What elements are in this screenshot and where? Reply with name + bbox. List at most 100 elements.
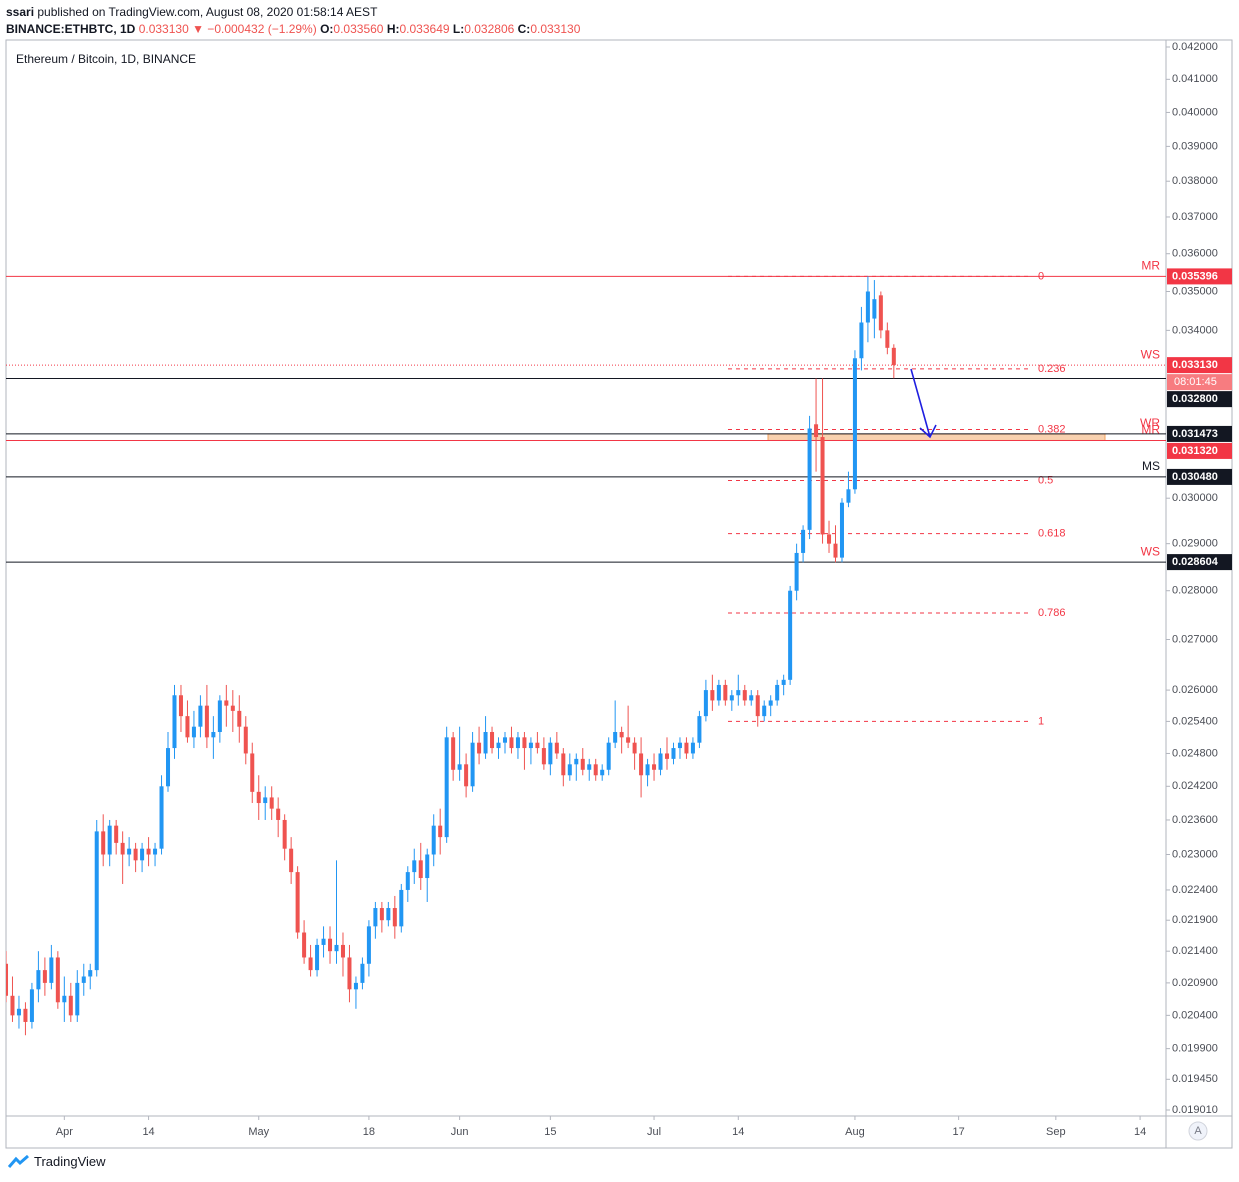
candle-body xyxy=(587,764,592,770)
y-tick-label: 0.020900 xyxy=(1172,977,1218,989)
fib-label: 0.382 xyxy=(1038,423,1066,435)
publish-line: ssari published on TradingView.com, Augu… xyxy=(6,5,377,19)
candle-body xyxy=(321,938,326,945)
autoscale-label[interactable]: A xyxy=(1194,1125,1202,1137)
candle-body xyxy=(237,710,242,727)
candle-body xyxy=(716,684,721,701)
candle-body xyxy=(464,764,469,787)
y-tick-label: 0.042000 xyxy=(1172,41,1218,53)
price-label-box xyxy=(1167,442,1232,459)
y-tick-label: 0.021400 xyxy=(1172,945,1218,957)
y-tick-label: 0.024800 xyxy=(1172,747,1218,759)
ohlc-key: C: xyxy=(517,22,531,36)
symbol: BINANCE:ETHBTC, 1D xyxy=(6,22,136,36)
fib-label: 0.236 xyxy=(1038,363,1066,375)
level-tag: WS xyxy=(1141,544,1160,558)
fib-label: 0.5 xyxy=(1038,474,1053,486)
y-tick-label: 0.040000 xyxy=(1172,106,1218,118)
y-tick-label: 0.037000 xyxy=(1172,211,1218,223)
frame xyxy=(5,39,1233,1149)
price-label: 0.028604 xyxy=(1172,556,1219,568)
candle-body xyxy=(528,742,533,749)
y-tick-label: 0.023000 xyxy=(1172,848,1218,860)
candle-body xyxy=(613,732,618,743)
candle-body xyxy=(178,695,183,717)
candle-body xyxy=(42,970,47,983)
change: ▼ −0.000432 (−1.29%) xyxy=(192,22,317,36)
fib-label: 0.786 xyxy=(1038,607,1066,619)
candle-body xyxy=(561,753,566,776)
published: published on TradingView.com, August 08,… xyxy=(37,5,378,19)
candle-body xyxy=(872,299,877,319)
candle-body xyxy=(172,695,177,749)
candle-body xyxy=(509,737,514,749)
candle-body xyxy=(269,797,274,809)
y-tick-label: 0.020400 xyxy=(1172,1009,1218,1021)
candle-body xyxy=(217,700,222,733)
price-label-box xyxy=(1167,468,1232,485)
candle-body xyxy=(392,908,397,927)
y-tick-label: 0.039000 xyxy=(1172,140,1218,152)
candle-body xyxy=(444,737,449,838)
y-tick-label: 0.019900 xyxy=(1172,1043,1218,1055)
candle-body xyxy=(762,705,767,717)
price-label: 0.032800 xyxy=(1172,393,1218,405)
candle-body xyxy=(878,295,883,331)
footer: TradingView xyxy=(8,1154,106,1169)
price-label-box xyxy=(1167,425,1232,442)
price-label-box xyxy=(1167,268,1232,285)
candle-body xyxy=(768,700,773,706)
y-tick-label: 0.025400 xyxy=(1172,715,1218,727)
candle-body xyxy=(548,742,553,765)
candle-body xyxy=(250,753,255,792)
y-tick-label: 0.041000 xyxy=(1172,73,1218,85)
candle-body xyxy=(418,860,423,879)
candle-body xyxy=(399,889,404,927)
candle-body xyxy=(256,791,261,804)
candle-body xyxy=(334,944,339,952)
candle-body xyxy=(814,424,819,438)
candle-body xyxy=(554,742,559,754)
price-label: 0.035396 xyxy=(1172,270,1218,282)
candle-body xyxy=(457,764,462,770)
level-tag: WS xyxy=(1141,347,1160,361)
arrow xyxy=(910,368,937,439)
x-tick-label: Sep xyxy=(1046,1126,1066,1138)
candle-body xyxy=(477,742,482,754)
candle-body xyxy=(353,982,358,990)
autoscale-button[interactable] xyxy=(1188,1121,1208,1141)
candle-body xyxy=(502,737,508,743)
level-tag: MR xyxy=(1141,259,1160,273)
candle-body xyxy=(515,737,520,749)
x-tick-label: 14 xyxy=(142,1126,154,1138)
price-label-box xyxy=(1167,391,1232,408)
x-tick-label: Jul xyxy=(647,1126,661,1138)
candle-body xyxy=(23,1008,28,1022)
candle-body xyxy=(833,543,838,558)
x-tick-label: 14 xyxy=(732,1126,744,1138)
candle-body xyxy=(62,995,67,1003)
y-tick-label: 0.035000 xyxy=(1172,285,1218,297)
candle-body xyxy=(600,769,605,776)
candle-body xyxy=(107,825,112,855)
ohlc-value: 0.033560 xyxy=(333,22,384,36)
candle-body xyxy=(153,848,158,855)
candle-body xyxy=(243,726,248,754)
axes: 0.042000 0.041000 0.040000 0.039000 0.038000… xyxy=(56,41,1232,1138)
candle-body xyxy=(263,797,268,804)
x-tick-label: Aug xyxy=(845,1126,865,1138)
candle-body xyxy=(101,831,106,855)
candle-body xyxy=(88,970,93,977)
x-tick-label: May xyxy=(248,1126,269,1138)
logo xyxy=(8,1154,29,1168)
candle-body xyxy=(619,732,624,738)
candle-body xyxy=(827,534,832,544)
candle-body xyxy=(10,995,15,1016)
candle-body xyxy=(133,848,138,861)
candle-body xyxy=(431,825,436,855)
candle-body xyxy=(379,908,384,921)
price-label-box xyxy=(1167,357,1232,374)
candle-body xyxy=(120,842,125,855)
candle-body xyxy=(68,995,73,1016)
